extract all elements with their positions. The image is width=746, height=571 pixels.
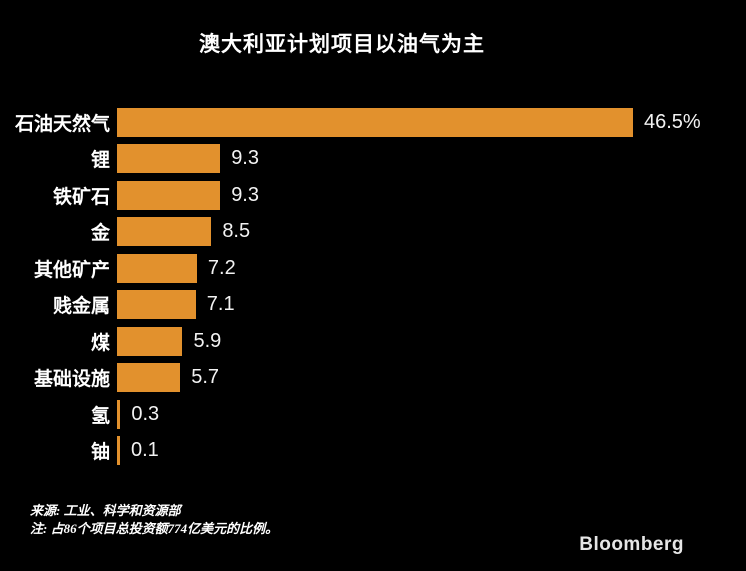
source-note: 来源: 工业、科学和资源部 [30, 503, 181, 518]
bar [117, 107, 633, 137]
bar [117, 326, 183, 356]
category-label: 贱金属 [52, 296, 110, 318]
category-label: 石油天然气 [14, 113, 110, 135]
chart-title: 澳大利亚计划项目以油气为主 [199, 32, 485, 56]
bar-row: 煤 5.9 [0, 323, 746, 360]
value-label: 7.2 [207, 256, 236, 279]
bar-row: 金 8.5 [0, 214, 746, 251]
bar [117, 399, 121, 429]
value-label: 8.5 [222, 220, 251, 243]
bar-row: 铁矿石 9.3 [0, 177, 746, 214]
bar [117, 436, 120, 466]
bar-row: 基础设施 5.7 [0, 360, 746, 397]
bar [117, 363, 181, 393]
bar-chart-rows: 石油天然气 46.5% 锂 9.3 铁矿石 9.3 金 8.5 其他矿产 7.2 贱金属 7.1 煤 5.… [0, 104, 746, 469]
category-label: 锂 [90, 150, 110, 172]
value-label: 0.1 [131, 439, 159, 462]
category-label: 氢 [90, 405, 110, 427]
bar [117, 253, 197, 283]
category-label: 金 [90, 223, 110, 245]
bar-row: 铀 0.1 [0, 433, 746, 470]
bar-row: 石油天然气 46.5% [0, 104, 746, 141]
bar [117, 144, 221, 174]
bar-row: 贱金属 7.1 [0, 287, 746, 324]
value-label: 9.3 [231, 183, 259, 206]
bar-row: 锂 9.3 [0, 141, 746, 178]
value-label: 5.7 [191, 366, 220, 389]
value-label: 0.3 [131, 402, 160, 425]
bar [117, 290, 196, 320]
bar [117, 217, 212, 247]
category-label: 煤 [90, 332, 110, 354]
value-label: 5.9 [193, 329, 222, 352]
bar [117, 180, 221, 210]
category-label: 铁矿石 [52, 186, 110, 208]
value-label: 7.1 [206, 293, 235, 316]
bar-row: 氢 0.3 [0, 396, 746, 433]
bar-row: 其他矿产 7.2 [0, 250, 746, 287]
chart-footnotes: 来源: 工业、科学和资源部 注: 占86个项目总投资额774亿美元的比例。 [30, 502, 278, 538]
value-label: 9.3 [231, 147, 259, 170]
category-label: 铀 [90, 442, 110, 464]
methodology-note: 注: 占86个项目总投资额774亿美元的比例。 [30, 521, 279, 536]
bloomberg-logo: Bloomberg [579, 534, 684, 555]
bar-chart: 石油天然气 46.5% 锂 9.3 铁矿石 9.3 金 8.5 其他矿产 7.2 贱金属 7.1 煤 5.… [0, 104, 746, 469]
category-label: 基础设施 [33, 369, 110, 391]
value-label: 46.5% [644, 110, 701, 133]
category-label: 其他矿产 [33, 259, 110, 281]
